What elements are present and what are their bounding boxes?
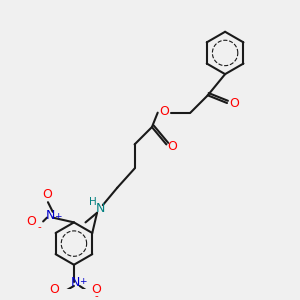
Text: N: N — [96, 202, 106, 215]
Text: -: - — [94, 292, 98, 300]
Text: O: O — [167, 140, 177, 153]
Text: O: O — [27, 215, 37, 228]
Text: +: + — [79, 277, 86, 286]
Text: H: H — [89, 197, 97, 207]
Text: -: - — [38, 222, 41, 232]
Text: O: O — [42, 188, 52, 201]
Text: +: + — [54, 212, 61, 221]
Text: N: N — [46, 209, 56, 222]
Text: O: O — [50, 283, 60, 296]
Text: O: O — [91, 283, 101, 296]
Text: N: N — [71, 276, 81, 289]
Text: O: O — [229, 97, 239, 110]
Text: O: O — [160, 105, 170, 118]
